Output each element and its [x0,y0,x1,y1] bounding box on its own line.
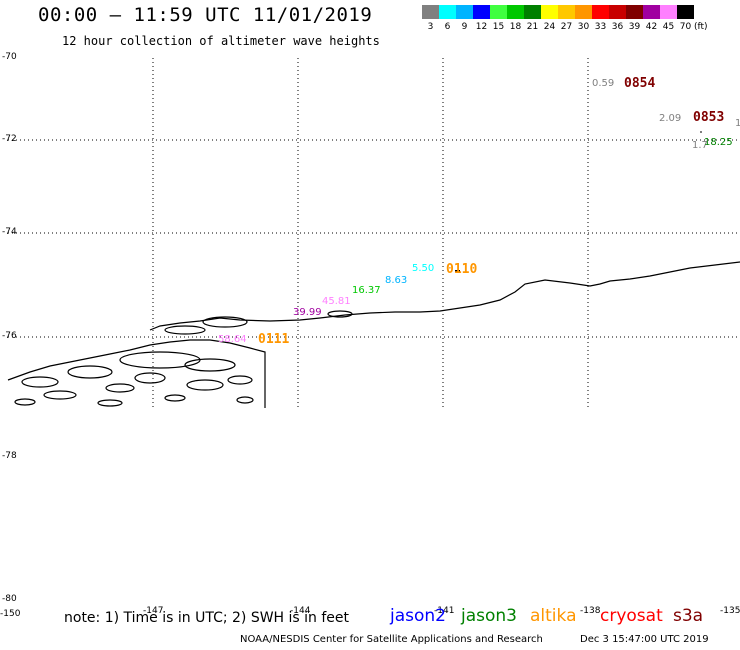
island-outline [134,372,166,384]
x-axis-label: -141 [434,606,455,616]
legend-value-label: 39 [628,22,641,32]
legend-value-label: 15 [492,22,505,32]
legend-swatch [558,5,575,19]
wave-height-value: 2.09 [659,113,682,124]
island-outline [227,375,253,385]
x-axis-label: -150 [0,609,21,619]
wave-height-value: 39.99 [293,307,322,318]
island-outline [43,390,77,400]
legend-value-label: 12 [475,22,488,32]
y-axis-label: -76 [2,331,17,341]
legend-value-label: 3 [427,22,434,32]
satellite-label-altika: altika [530,606,577,626]
island-outline [97,399,123,407]
ice-shelf-outline [164,325,206,335]
legend-value-label: 18 [509,22,522,32]
legend-swatch [541,5,558,19]
satellite-label-s3a: s3a [673,606,704,626]
legend-value-label: 21 [526,22,539,32]
legend-swatch [439,5,456,19]
pass-time-label: 0110 [446,262,478,277]
y-axis-label: -72 [2,134,17,144]
legend-swatch [490,5,507,19]
x-axis-label: -144 [290,606,311,616]
pass-time-label: 0853 [693,110,725,125]
ice-shelf-outline [202,316,248,328]
wave-height-value: 58.64 [218,334,247,345]
legend-swatch [507,5,524,19]
graticule [8,58,740,408]
island-outline [67,365,113,379]
wave-height-value: 1.7 [692,140,708,151]
wave-height-value: 18.25 [704,137,733,148]
footer-credit: NOAA/NESDIS Center for Satellite Applica… [240,634,543,645]
page-subtitle: 12 hour collection of altimeter wave hei… [62,34,380,48]
wave-height-value: 45.81 [322,296,351,307]
legend-unit-label: (ft) [694,22,708,32]
units-note: note: 1) Time is in UTC; 2) SWH is in fe… [64,610,350,626]
island-outline [105,383,135,393]
legend-value-label: 24 [543,22,556,32]
ice-shelf-outline [327,310,353,318]
legend-swatch [456,5,473,19]
satellite-label-cryosat: cryosat [600,606,663,626]
wave-height-value: 1 [735,118,740,129]
legend-value-label: 27 [560,22,573,32]
legend-swatch [677,5,694,19]
legend-value-label: 45 [662,22,675,32]
y-axis-label: -74 [2,227,17,237]
pass-time-label: 0854 [624,76,656,91]
satellite-label-jason3: jason3 [461,606,517,626]
x-axis-label: -147 [143,606,164,616]
y-axis-label: -80 [2,594,17,604]
color-legend [422,5,694,19]
coastline [7,261,740,408]
coastline-main [149,261,740,331]
island-outline [236,396,254,404]
wave-height-value: 8.63 [385,275,408,286]
wave-height-value: 16.37 [352,285,381,296]
y-axis-label: -70 [2,52,17,62]
island-outline [164,394,186,402]
island-outline [119,351,201,369]
island-outline [21,376,59,388]
satellite-label-jason2: jason2 [390,606,446,626]
legend-swatch [643,5,660,19]
legend-swatch [592,5,609,19]
legend-value-label: 9 [461,22,468,32]
legend-value-label: 33 [594,22,607,32]
legend-swatch [609,5,626,19]
wave-height-value: 5.50 [412,263,435,274]
legend-value-label: 36 [611,22,624,32]
island-outline [184,358,236,372]
wave-height-value: 0.59 [592,78,615,89]
x-axis-label: -135 [720,606,740,616]
coastline-west [7,339,266,408]
x-axis-label: -138 [580,606,601,616]
legend-swatch [473,5,490,19]
island-outline [14,398,36,406]
legend-swatch [524,5,541,19]
color-legend-labels: 3 6 9 12 15 18 21 24 27 30 33 36 39 42 45 70 (ft) [422,22,716,32]
island-outline [186,379,224,391]
footer-timestamp: Dec 3 15:47:00 UTC 2019 [580,634,709,645]
legend-value-label: 42 [645,22,658,32]
legend-value-label: 6 [444,22,451,32]
y-axis-label: -78 [2,451,17,461]
legend-value-label: 30 [577,22,590,32]
page-title: 00:00 – 11:59 UTC 11/01/2019 [38,4,373,26]
legend-swatch [626,5,643,19]
legend-swatch [575,5,592,19]
legend-swatch [422,5,439,19]
legend-swatch [660,5,677,19]
pass-time-label: 0111 [258,332,290,347]
legend-value-label: 70 [679,22,692,32]
